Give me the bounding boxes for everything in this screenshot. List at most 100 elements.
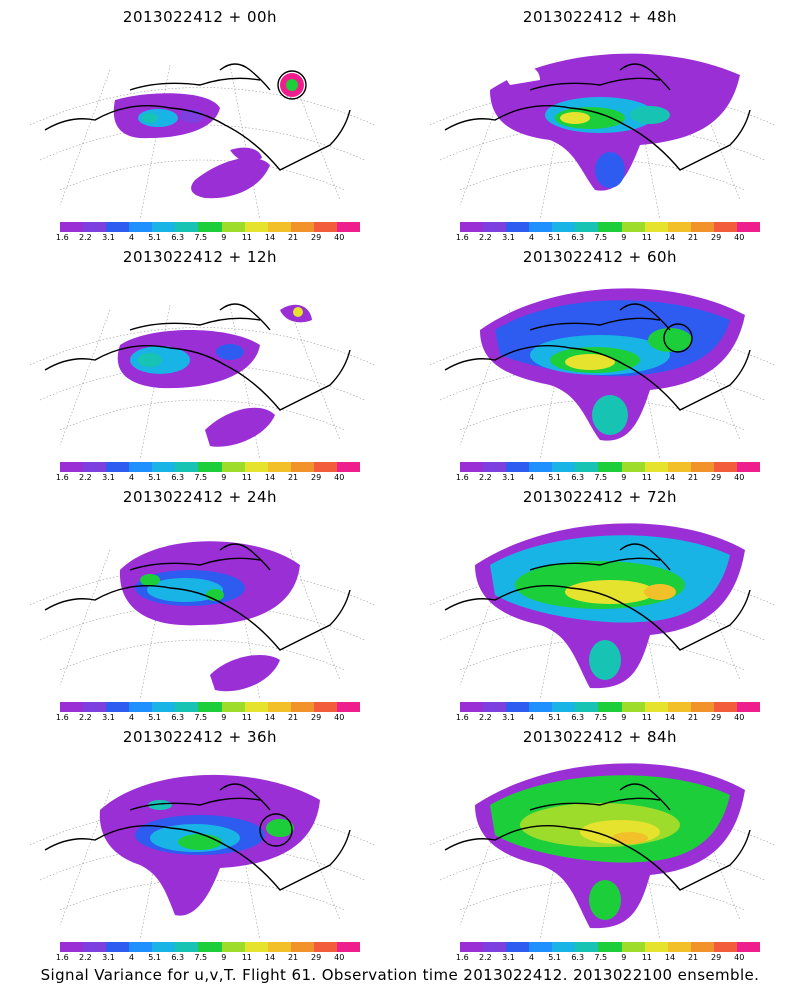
colorbar-swatch xyxy=(267,222,291,232)
colorbar-tick-label: 2.2 xyxy=(479,713,492,722)
colorbar-tick-label: 4 xyxy=(128,953,135,962)
colorbar-tick-label: 29 xyxy=(711,473,722,482)
panel-84h: 2013022412 + 84h 1.6 2.2 3.1 4 5.1 6.3 7.5 9 11 1… xyxy=(400,720,800,962)
colorbar-swatch xyxy=(198,462,222,472)
colorbar-tick-label: 14 xyxy=(264,953,276,962)
colorbar xyxy=(460,462,761,472)
colorbar-swatch xyxy=(336,462,361,472)
colorbar-tick-label: 6.3 xyxy=(171,953,185,962)
colorbar-tick-label: 4 xyxy=(528,473,535,482)
colorbar-swatch xyxy=(198,702,222,712)
panel-24h: 2013022412 + 24h 1.6 2.2 3.1 4 5.1 6.3 7.5 9 11 1… xyxy=(0,480,400,723)
colorbar-tick-label: 21 xyxy=(287,713,299,722)
colorbar-tick-label: 7.5 xyxy=(194,713,208,722)
colorbar-swatch xyxy=(290,462,314,472)
colorbar-tick-label: 7.5 xyxy=(594,713,608,722)
colorbar-swatch xyxy=(83,222,107,232)
figure-caption: Signal Variance for u,v,T. Flight 61. Ob… xyxy=(40,966,760,984)
colorbar-tick-label: 29 xyxy=(711,713,722,722)
colorbar-swatch xyxy=(221,942,245,952)
colorbar-tick-label: 40 xyxy=(734,713,745,722)
colorbar-tick-label: 21 xyxy=(687,953,699,962)
colorbar-swatch xyxy=(60,462,84,472)
colorbar-tick-label: 9 xyxy=(221,713,227,722)
colorbar-labels: 1.6 2.2 3.1 4 5.1 6.3 7.5 9 11 14 21 29 40 xyxy=(56,713,360,723)
colorbar-swatch xyxy=(83,702,107,712)
colorbar-tick-label: 14 xyxy=(664,473,676,482)
colorbar-swatch xyxy=(244,702,268,712)
colorbar-tick-label: 2.2 xyxy=(79,233,92,242)
colorbar-swatch xyxy=(621,222,645,232)
colorbar-swatch xyxy=(460,942,484,952)
colorbar-tick-label: 3.1 xyxy=(102,473,115,482)
colorbar-swatch xyxy=(175,702,199,712)
map xyxy=(429,763,776,940)
colorbar-swatch xyxy=(129,942,153,952)
colorbar-swatch xyxy=(644,942,668,952)
colorbar-tick-label: 5.1 xyxy=(148,713,161,722)
colorbar-tick-label: 11 xyxy=(641,233,653,242)
colorbar-swatch xyxy=(736,702,761,712)
colorbar-swatch xyxy=(713,462,737,472)
colorbar-tick-label: 29 xyxy=(311,953,322,962)
panel-48h: 2013022412 + 48h 1.6 2.2 3.1 4 5.1 6.3 7.5 9 11 1… xyxy=(400,0,800,242)
colorbar-swatch xyxy=(129,222,153,232)
variance-field xyxy=(117,304,312,447)
colorbar-swatch xyxy=(313,462,337,472)
colorbar-tick-label: 6.3 xyxy=(571,713,585,722)
colorbar-swatch xyxy=(336,942,361,952)
coastlines xyxy=(44,783,351,891)
colorbar-swatch xyxy=(529,942,553,952)
colorbar-swatch xyxy=(221,702,245,712)
panel-title: 2013022412 + 00h xyxy=(122,8,278,26)
panel-title: 2013022412 + 36h xyxy=(122,728,278,746)
colorbar-tick-label: 9 xyxy=(621,233,627,242)
colorbar-swatch xyxy=(529,222,553,232)
colorbar-tick-label: 2.2 xyxy=(79,713,92,722)
variance-field xyxy=(119,541,301,692)
colorbar-swatch xyxy=(267,462,291,472)
colorbar-swatch xyxy=(713,222,737,232)
colorbar xyxy=(60,702,361,712)
colorbar-swatch xyxy=(575,222,599,232)
colorbar-swatch xyxy=(83,942,107,952)
colorbar-swatch xyxy=(460,222,484,232)
colorbar-swatch xyxy=(313,702,337,712)
colorbar-tick-label: 21 xyxy=(687,473,699,482)
colorbar-tick-label: 40 xyxy=(334,953,345,962)
colorbar-swatch xyxy=(267,942,291,952)
colorbar-tick-label: 4 xyxy=(128,473,135,482)
colorbar-swatch xyxy=(106,702,130,712)
colorbar-tick-label: 5.1 xyxy=(148,953,161,962)
colorbar-swatch xyxy=(198,222,222,232)
panel-12h: 2013022412 + 12h 1.6 2.2 3.1 4 5.1 6.3 7.5 9 11 1… xyxy=(0,240,400,482)
variance-field xyxy=(475,763,745,929)
map-grid xyxy=(429,64,776,220)
variance-field xyxy=(99,774,320,916)
colorbar-tick-label: 29 xyxy=(311,473,322,482)
panel-36h: 2013022412 + 36h 1.6 2.2 3.1 4 5.1 6.3 7.5 9 11 1… xyxy=(0,720,400,962)
colorbar xyxy=(460,942,761,952)
colorbar-swatch xyxy=(106,462,130,472)
colorbar-tick-label: 14 xyxy=(664,233,676,242)
colorbar xyxy=(460,222,761,232)
colorbar-tick-label: 3.1 xyxy=(502,953,515,962)
colorbar-tick-label: 11 xyxy=(241,953,253,962)
colorbar-swatch xyxy=(621,462,645,472)
colorbar-tick-label: 7.5 xyxy=(194,233,208,242)
colorbar-swatch xyxy=(598,462,622,472)
coastlines xyxy=(444,303,751,411)
colorbar-tick-label: 5.1 xyxy=(548,233,561,242)
colorbar-tick-label: 21 xyxy=(687,233,699,242)
colorbar-tick-label: 6.3 xyxy=(171,233,185,242)
colorbar-labels: 1.6 2.2 3.1 4 5.1 6.3 7.5 9 11 14 21 29 40 xyxy=(456,713,760,723)
map xyxy=(429,523,776,700)
map-grid xyxy=(29,304,376,460)
colorbar-swatch xyxy=(644,462,668,472)
colorbar-tick-label: 9 xyxy=(221,233,227,242)
colorbar-tick-label: 1.6 xyxy=(455,713,469,722)
colorbar-tick-label: 7.5 xyxy=(594,953,608,962)
colorbar-swatch xyxy=(690,702,714,712)
colorbar-swatch xyxy=(713,942,737,952)
colorbar-swatch xyxy=(175,942,199,952)
